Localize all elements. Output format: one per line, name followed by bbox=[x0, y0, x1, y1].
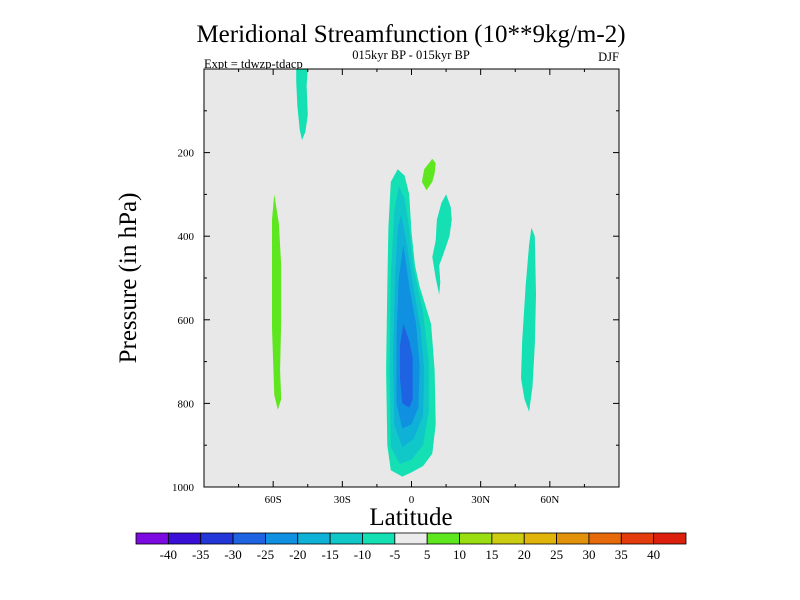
season-note: DJF bbox=[598, 50, 619, 64]
experiment-note: Expt = tdwzp-tdacp bbox=[204, 57, 303, 71]
colorbar bbox=[135, 532, 687, 545]
colorbar-swatch bbox=[653, 532, 687, 545]
x-axis-label: Latitude bbox=[369, 504, 452, 531]
x-tick-label: 30S bbox=[334, 494, 351, 506]
contour-hadley-upper-north bbox=[432, 194, 452, 295]
colorbar-swatch bbox=[135, 532, 169, 545]
chart-subtitle: 015kyr BP - 015kyr BP bbox=[352, 48, 470, 62]
colorbar-label: -35 bbox=[192, 547, 209, 562]
colorbar-swatch bbox=[297, 532, 331, 545]
colorbar-label: -10 bbox=[354, 547, 371, 562]
contour-fill-layer bbox=[272, 69, 536, 477]
y-tick-label: 600 bbox=[178, 315, 195, 327]
colorbar-swatch bbox=[265, 532, 299, 545]
contour-northern-midlat bbox=[521, 227, 536, 412]
colorbar-label: 5 bbox=[424, 547, 431, 562]
colorbar-swatch bbox=[459, 532, 493, 545]
colorbar-label: -40 bbox=[160, 547, 177, 562]
colorbar-swatch bbox=[362, 532, 396, 545]
colorbar-label: -5 bbox=[389, 547, 400, 562]
colorbar-swatch bbox=[620, 532, 655, 545]
y-tick-label: 200 bbox=[178, 148, 195, 160]
colorbar-label: 25 bbox=[550, 547, 563, 562]
axis-ticks bbox=[203, 69, 620, 488]
colorbar-label: -15 bbox=[321, 547, 338, 562]
chart-title: Meridional Streamfunction (10**9kg/m-2) bbox=[196, 21, 625, 48]
colorbar-label: 35 bbox=[615, 547, 628, 562]
colorbar-swatch bbox=[556, 532, 590, 545]
contour-tropical-upper-positive bbox=[421, 158, 436, 191]
colorbar-label: 15 bbox=[485, 547, 498, 562]
x-tick-label: 30N bbox=[471, 494, 490, 506]
colorbar-label: 30 bbox=[582, 547, 595, 562]
colorbar-labels: -40 -35 -30 -25 -20 -15 -10 -5 5 10 15 20 25 30 35 40 bbox=[160, 547, 660, 562]
y-tick-labels: 200 400 600 800 1000 bbox=[172, 148, 195, 494]
contour-polar-upper-south bbox=[296, 69, 308, 141]
x-tick-label: 0 bbox=[409, 494, 415, 506]
contour-southern-midlat-positive bbox=[272, 194, 282, 410]
contour-hadley-core bbox=[400, 324, 413, 408]
y-tick-label: 400 bbox=[178, 231, 195, 243]
x-tick-label: 60N bbox=[540, 494, 559, 506]
colorbar-swatch bbox=[523, 532, 557, 545]
colorbar-swatch bbox=[329, 532, 363, 545]
x-tick-label: 60S bbox=[265, 494, 282, 506]
colorbar-label: -25 bbox=[257, 547, 274, 562]
colorbar-label: 40 bbox=[647, 547, 660, 562]
colorbar-swatch bbox=[232, 532, 266, 545]
colorbar-swatch bbox=[491, 532, 525, 545]
colorbar-swatch bbox=[200, 532, 234, 545]
colorbar-label: 10 bbox=[453, 547, 466, 562]
colorbar-swatch bbox=[167, 532, 202, 545]
x-tick-labels: 60S 30S 0 30N 60N bbox=[265, 494, 560, 506]
colorbar-label: -20 bbox=[289, 547, 306, 562]
colorbar-swatch bbox=[588, 532, 622, 545]
colorbar-swatch bbox=[426, 532, 460, 545]
y-tick-label: 1000 bbox=[172, 482, 195, 494]
colorbar-label: 20 bbox=[518, 547, 531, 562]
y-axis-label: Pressure (in hPa) bbox=[115, 193, 142, 364]
y-tick-label: 800 bbox=[178, 398, 195, 410]
colorbar-swatch bbox=[394, 532, 428, 545]
colorbar-label: -30 bbox=[224, 547, 241, 562]
